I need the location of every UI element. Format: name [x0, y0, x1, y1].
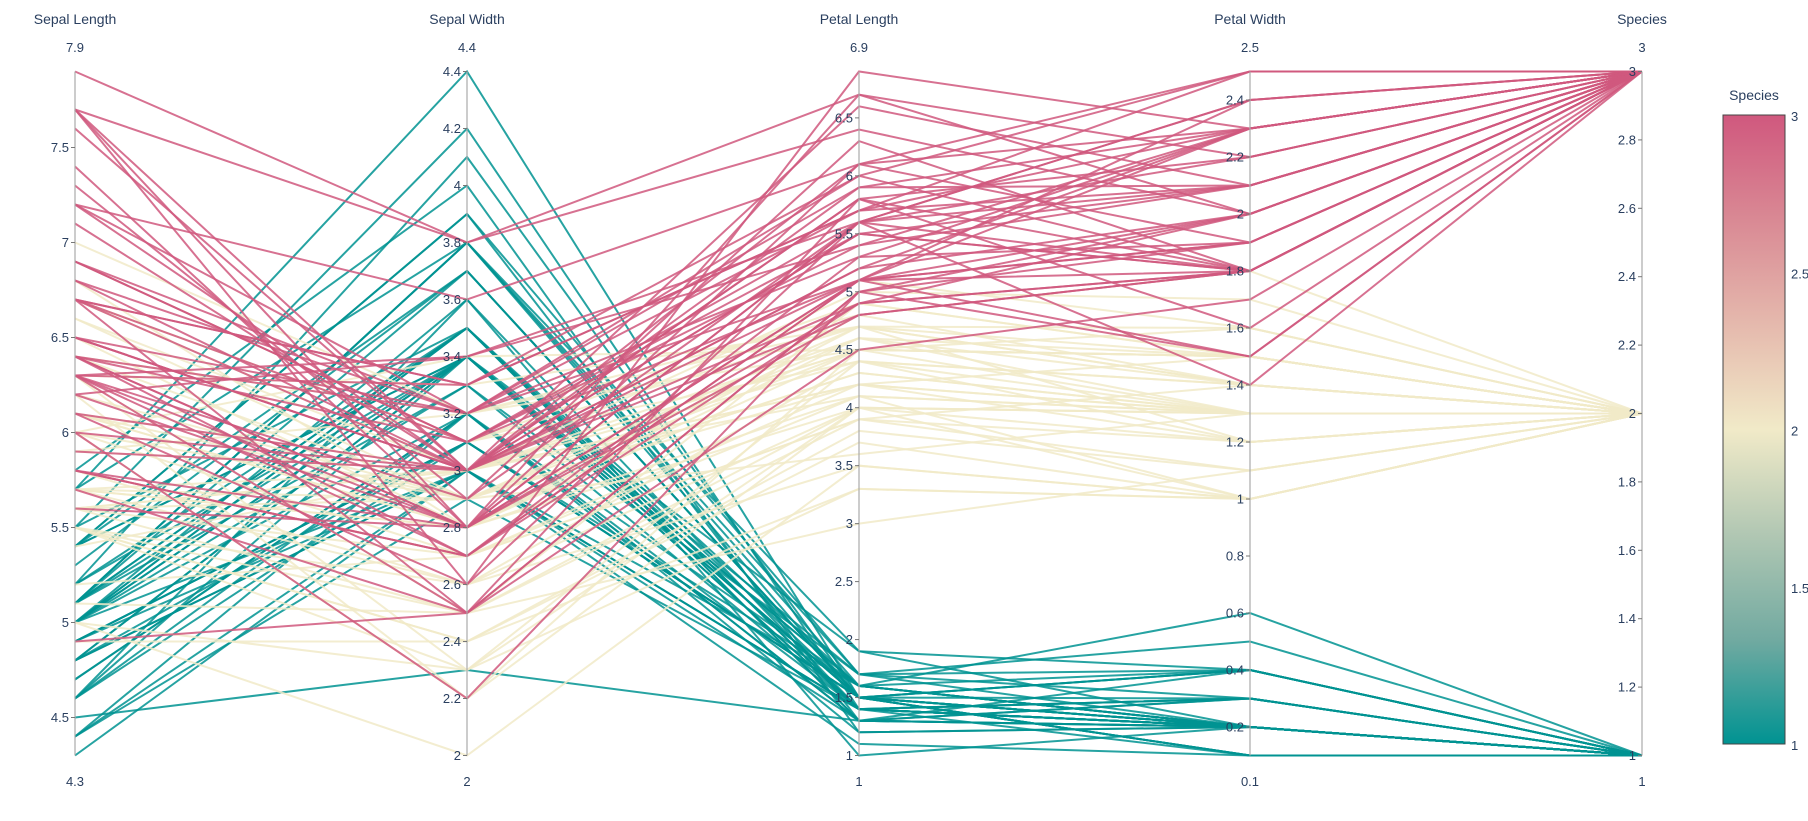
tick-label: 4.4 — [443, 64, 461, 79]
axis-title: Sepal Length — [34, 11, 117, 27]
tick-label: 2 — [454, 748, 461, 763]
tick-label: 3.2 — [443, 406, 461, 421]
tick-label: 6 — [846, 168, 853, 183]
tick-label: 1.2 — [1618, 680, 1636, 695]
tick-label: 2 — [1237, 207, 1244, 222]
tick-label: 2.4 — [1226, 93, 1244, 108]
axis-title: Species — [1617, 11, 1667, 27]
tick-label: 2.2 — [443, 691, 461, 706]
tick-label: 0.2 — [1226, 720, 1244, 735]
axis-max-label: 4.4 — [458, 40, 476, 55]
tick-label: 2.4 — [1618, 269, 1636, 284]
axis-min-label: 2 — [463, 774, 470, 789]
axis-sepal-length[interactable]: Sepal Length 7.9 4.3 4.5 5 5.5 6 6.5 7 7.5 — [34, 11, 117, 789]
axis-min-label: 4.3 — [66, 774, 84, 789]
colorbar-gradient — [1722, 114, 1786, 745]
axis-sepal-width[interactable]: Sepal Width 4.4 22 2.2 2.4 2.6 2.8 3 3.2 3.4 3.6 3.… — [429, 11, 504, 789]
tick-label: 1 — [846, 748, 853, 763]
tick-label: 1.4 — [1226, 378, 1244, 393]
axes: Sepal Length 7.9 4.3 4.5 5 5.5 6 6.5 7 7.5 Sepal W… — [34, 11, 1667, 789]
axis-title: Petal Width — [1214, 11, 1286, 27]
tick-label: 1.8 — [1618, 474, 1636, 489]
tick-label: 4.5 — [835, 342, 853, 357]
tick-label: 1.6 — [1226, 321, 1244, 336]
axis-max-label: 2.5 — [1241, 40, 1259, 55]
tick-label: 2.6 — [1618, 201, 1636, 216]
tick-label: 0.4 — [1226, 663, 1244, 678]
axis-species[interactable]: Species 3 11 1.2 1.4 1.6 1.8 2 2.2 2.4 2.6 2.8 3 — [1617, 11, 1667, 789]
colorbar-tick-label: 1.5 — [1791, 581, 1808, 596]
tick-label: 3 — [846, 516, 853, 531]
tick-label: 1 — [1629, 748, 1636, 763]
tick-label: 2 — [846, 632, 853, 647]
tick-label: 0.8 — [1226, 549, 1244, 564]
tick-label: 3 — [1629, 64, 1636, 79]
tick-label: 5.5 — [51, 520, 69, 535]
axis-title: Sepal Width — [429, 11, 504, 27]
tick-label: 3.6 — [443, 292, 461, 307]
tick-label: 2.2 — [1226, 150, 1244, 165]
tick-label: 2.5 — [835, 574, 853, 589]
colorbar-tick-label: 3 — [1791, 109, 1798, 124]
tick-label: 1.2 — [1226, 435, 1244, 450]
tick-label: 1.6 — [1618, 543, 1636, 558]
tick-label: 2 — [1629, 406, 1636, 421]
axis-petal-length[interactable]: Petal Length 6.9 11 1.5 2 2.5 3 3.5 4 4.5 5 5.5 6 6.5 — [820, 11, 899, 789]
tick-label: 6.5 — [835, 110, 853, 125]
tick-label: 0.6 — [1226, 606, 1244, 621]
tick-label: 3.8 — [443, 235, 461, 250]
tick-label: 5 — [846, 284, 853, 299]
tick-label: 1 — [1237, 492, 1244, 507]
tick-label: 3.5 — [835, 458, 853, 473]
tick-label: 2.2 — [1618, 338, 1636, 353]
tick-label: 2.6 — [443, 577, 461, 592]
tick-label: 7 — [62, 235, 69, 250]
tick-label: 4.5 — [51, 710, 69, 725]
tick-label: 6.5 — [51, 330, 69, 345]
colorbar-tick-label: 1 — [1791, 738, 1798, 753]
colorbar: Species 1 1.5 2 2.5 3 — [1722, 87, 1808, 753]
colorbar-tick-label: 2.5 — [1791, 266, 1808, 281]
axis-max-label: 7.9 — [66, 40, 84, 55]
axis-title: Petal Length — [820, 11, 899, 27]
tick-label: 1.5 — [835, 690, 853, 705]
tick-label: 3.4 — [443, 349, 461, 364]
tick-label: 7.5 — [51, 140, 69, 155]
tick-label: 4 — [454, 178, 461, 193]
axis-min-label: 1 — [855, 774, 862, 789]
colorbar-title: Species — [1729, 87, 1779, 103]
axis-max-label: 6.9 — [850, 40, 868, 55]
tick-label: 6 — [62, 425, 69, 440]
tick-label: 3 — [454, 463, 461, 478]
axis-max-label: 3 — [1638, 40, 1645, 55]
axis-min-label: 0.1 — [1241, 774, 1259, 789]
tick-label: 1.8 — [1226, 264, 1244, 279]
tick-label: 4 — [846, 400, 853, 415]
tick-label: 2.8 — [443, 520, 461, 535]
axis-petal-width[interactable]: Petal Width 2.5 0.1 0.2 0.4 0.6 0.8 1 1.2 1.4 1.6 1… — [1214, 11, 1286, 789]
colorbar-tick-label: 2 — [1791, 424, 1798, 439]
tick-label: 5 — [62, 615, 69, 630]
axis-min-label: 1 — [1638, 774, 1645, 789]
tick-label: 1.4 — [1618, 611, 1636, 626]
tick-label: 2.8 — [1618, 132, 1636, 147]
tick-label: 4.2 — [443, 121, 461, 136]
tick-label: 2.4 — [443, 634, 461, 649]
tick-label: 5.5 — [835, 226, 853, 241]
